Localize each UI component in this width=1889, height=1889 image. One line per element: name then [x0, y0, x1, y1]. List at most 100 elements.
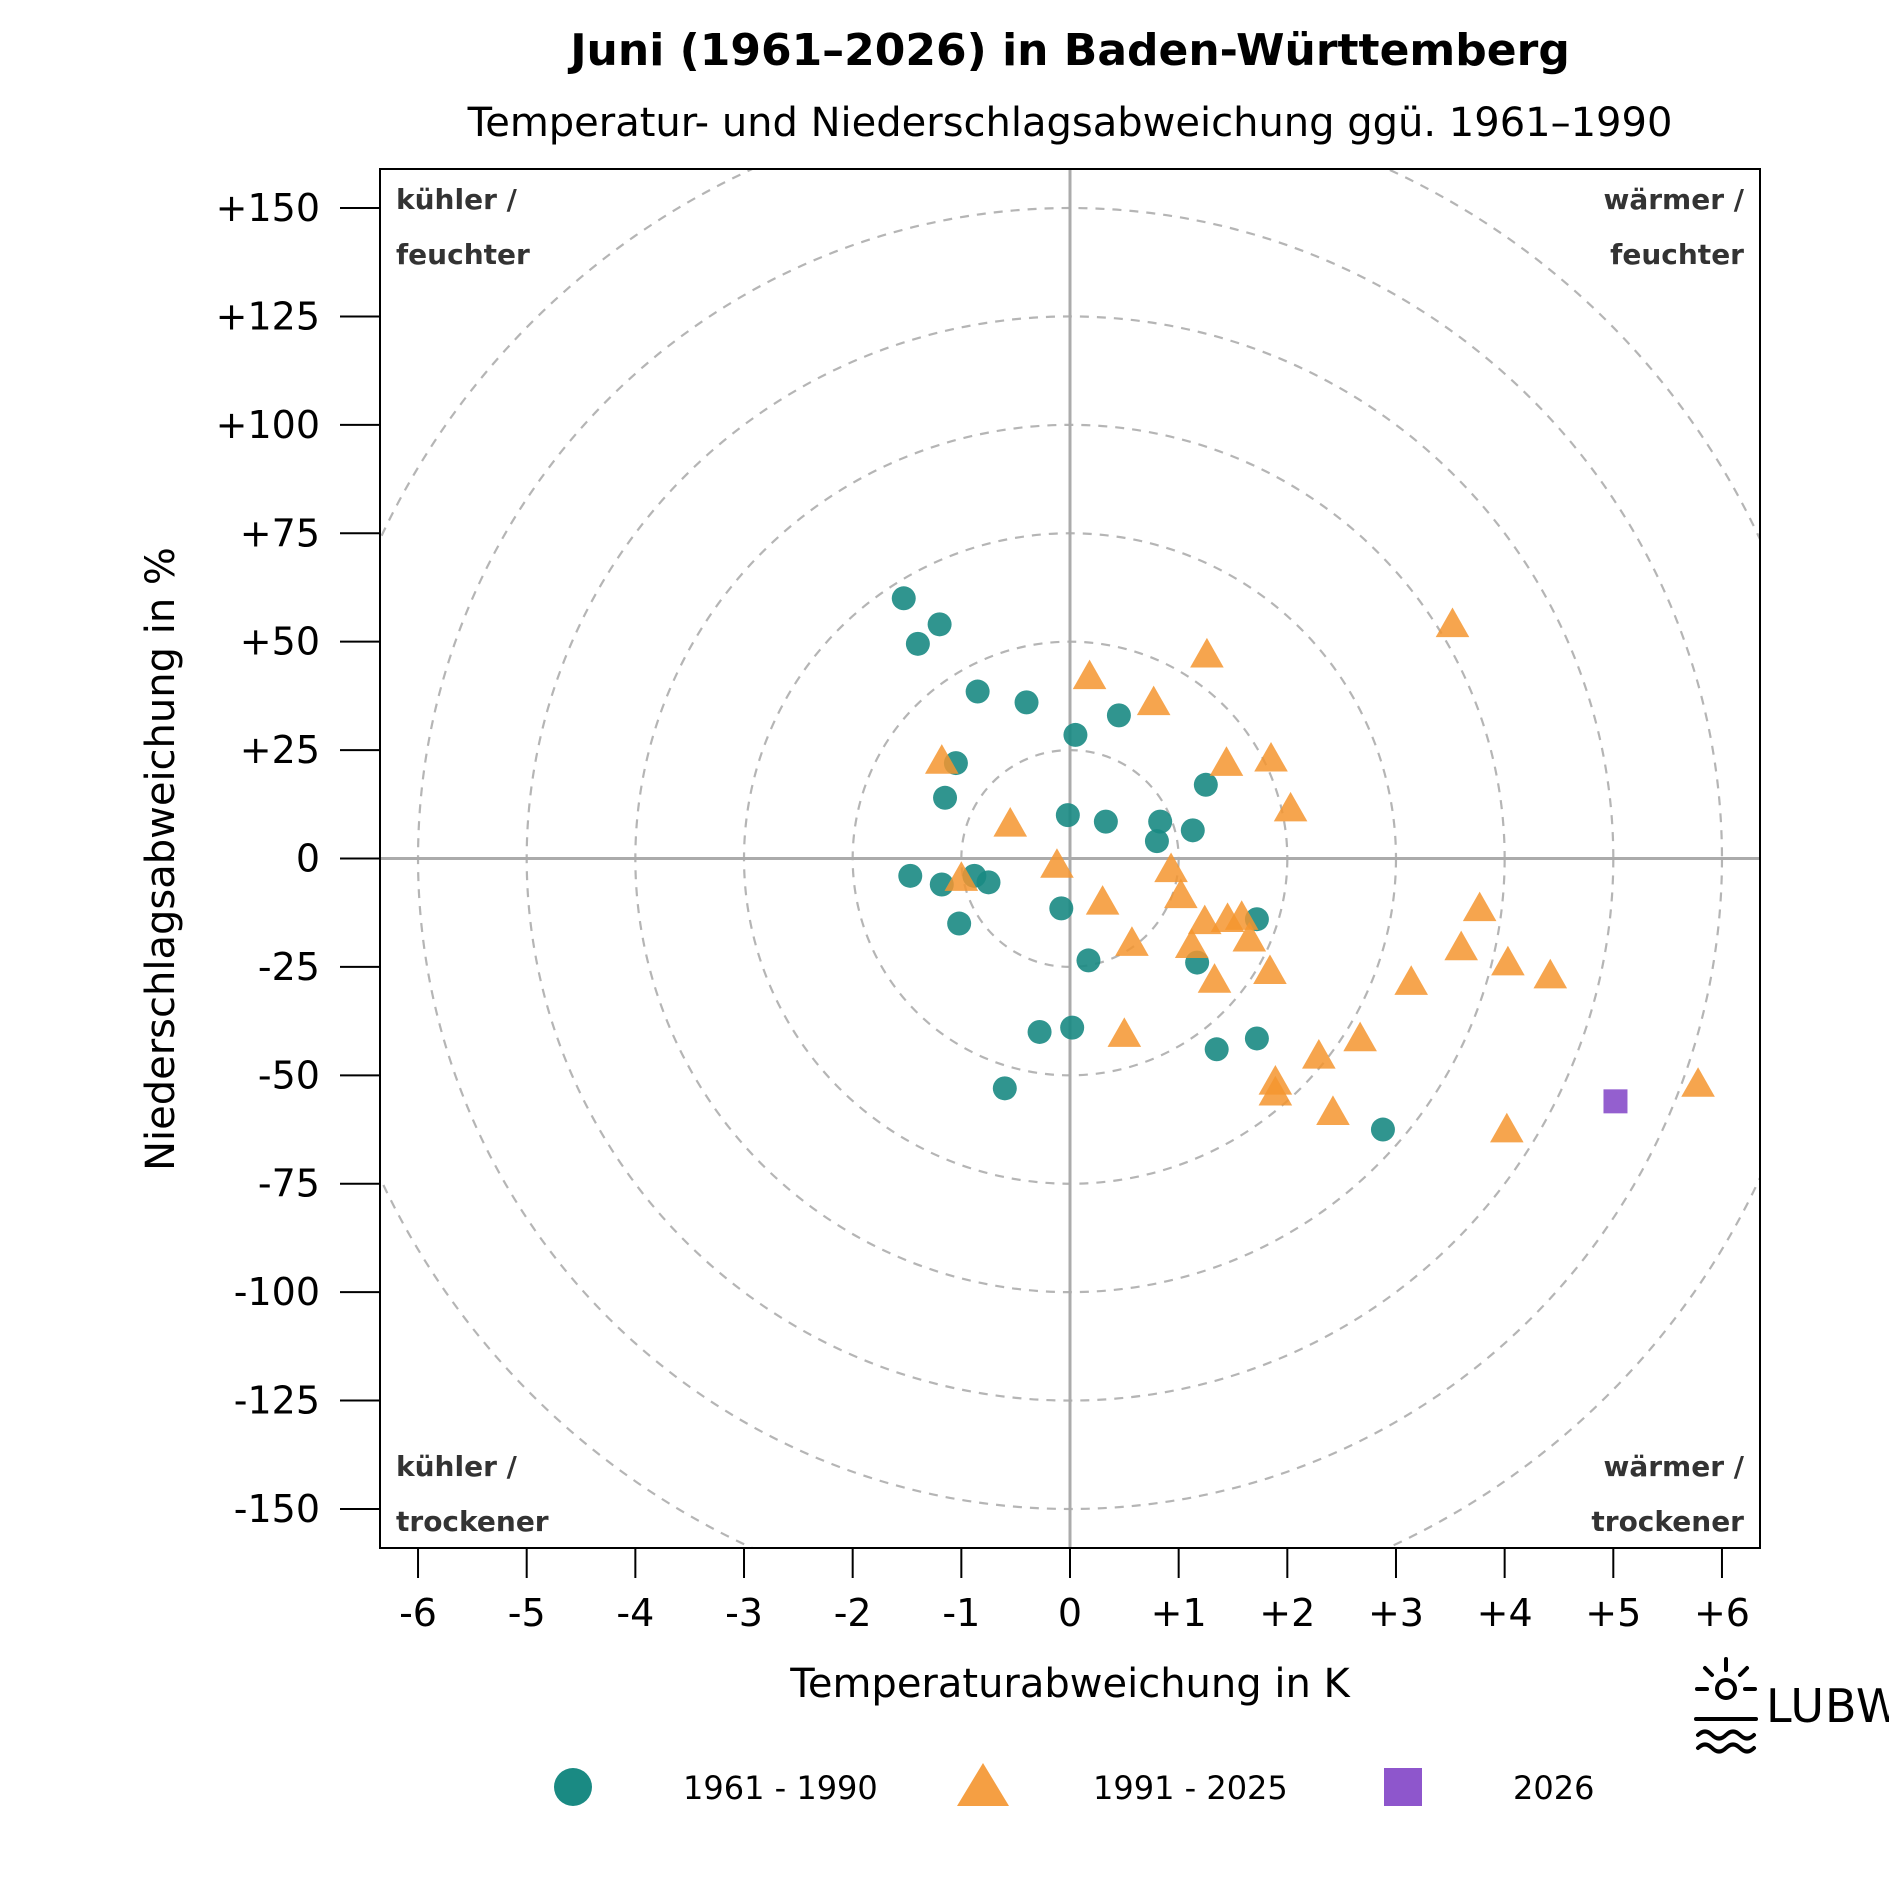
y-tick-label: -75 [258, 1162, 320, 1206]
legend-square-icon [1384, 1768, 1422, 1806]
quadrant-label-bottom-left-line1: kühler / [396, 1450, 518, 1483]
legend-label: 1991 - 2025 [1093, 1769, 1288, 1807]
x-tick-label: -1 [942, 1591, 980, 1635]
data-point [1060, 1015, 1085, 1040]
chart-subtitle: Temperatur- und Niederschlagsabweichung … [467, 100, 1673, 146]
x-tick-label: +5 [1585, 1591, 1641, 1635]
data-point [1136, 685, 1171, 716]
x-tick-label: -6 [399, 1591, 437, 1635]
data-point [1154, 852, 1188, 883]
data-point [976, 870, 1001, 895]
legend-item-0: 1961 - 1990 [554, 1768, 878, 1807]
data-point [1174, 928, 1209, 959]
data-point [1027, 1019, 1052, 1044]
y-tick-label: +125 [216, 294, 320, 338]
data-point [1254, 741, 1288, 772]
lubw-logo: LUBW [1694, 1657, 1889, 1754]
data-point [1085, 885, 1120, 915]
y-tick-label: +100 [216, 403, 320, 447]
data-point [1244, 1026, 1269, 1051]
x-tick-label: +2 [1259, 1591, 1315, 1635]
y-tick-label: -150 [234, 1487, 320, 1531]
y-tick-label: +50 [240, 620, 320, 664]
data-point [1076, 948, 1101, 973]
y-tick-label: -25 [258, 945, 320, 989]
data-point [1115, 926, 1149, 956]
data-point [1258, 1075, 1293, 1106]
data-point [1681, 1067, 1715, 1097]
data-point [1063, 722, 1088, 747]
quadrant-label-bottom-left-line2: trockener [396, 1505, 549, 1538]
data-points [891, 586, 1715, 1143]
data-point [1049, 896, 1074, 921]
data-point [1193, 772, 1218, 797]
legend-triangle-icon [957, 1763, 1009, 1806]
legend-circle-icon [554, 1768, 592, 1806]
data-point [1444, 930, 1478, 961]
data-point [1224, 900, 1259, 930]
quadrant-label-top-left-line2: feuchter [396, 238, 530, 271]
logo-text: LUBW [1766, 1679, 1889, 1733]
data-point [1491, 945, 1525, 976]
y-tick-label: +75 [240, 511, 320, 555]
y-axis: +150 +125 +100 +75 +50 +25 0 -25 -50 -75 -100 -125 -… [216, 186, 380, 1531]
data-point [1435, 607, 1470, 638]
series-1 [924, 607, 1715, 1143]
data-point [992, 1076, 1017, 1101]
data-point [1190, 637, 1224, 668]
data-point [1533, 958, 1568, 989]
quadrant-label-top-right-line2: feuchter [1610, 238, 1744, 271]
data-point [1055, 803, 1080, 828]
x-tick-label: +4 [1477, 1591, 1533, 1635]
data-point [1316, 1095, 1350, 1125]
x-tick-label: -4 [616, 1591, 654, 1635]
legend-item-1: 1991 - 2025 [957, 1763, 1288, 1807]
y-tick-label: -125 [234, 1379, 320, 1423]
x-tick-label: +1 [1151, 1591, 1207, 1635]
y-tick-label: +150 [216, 186, 320, 230]
data-point [965, 679, 990, 704]
data-point [1209, 746, 1244, 776]
y-tick-label: -50 [258, 1053, 320, 1097]
data-point [1014, 690, 1039, 715]
data-point [947, 911, 972, 936]
y-tick-label: -100 [234, 1270, 320, 1314]
data-point [1394, 965, 1428, 995]
sun-icon [1695, 1657, 1757, 1700]
data-point [1490, 1112, 1524, 1143]
data-point [927, 612, 952, 637]
y-axis-label: Niederschlagsabweichung in % [138, 547, 184, 1171]
water-wave-icon [1694, 1717, 1758, 1754]
data-point [1144, 829, 1169, 854]
x-tick-label: +3 [1368, 1591, 1424, 1635]
data-point [993, 807, 1028, 837]
data-point [1273, 791, 1308, 822]
legend: 1961 - 1990 1991 - 2025 2026 [554, 1763, 1594, 1807]
data-point [1072, 659, 1107, 690]
data-point [1232, 921, 1267, 952]
data-point [1107, 1017, 1142, 1047]
x-tick-label: -5 [508, 1591, 546, 1635]
quadrant-labels: kühler / feuchter wärmer / feuchter kühl… [396, 183, 1745, 1538]
data-point [1603, 1089, 1628, 1114]
x-axis: -6 -5 -4 -3 -2 -1 0 +1 +2 +3 +4 +5 +6 [399, 1548, 1750, 1635]
data-point [1187, 904, 1222, 935]
data-point [1040, 848, 1074, 878]
y-tick-label: +25 [240, 728, 320, 772]
legend-label: 2026 [1513, 1769, 1594, 1807]
data-point [1370, 1117, 1395, 1142]
data-point [1343, 1021, 1377, 1052]
data-point [933, 785, 958, 810]
data-point [905, 631, 930, 656]
data-point [1302, 1039, 1336, 1069]
quadrant-label-bottom-right-line1: wärmer / [1603, 1450, 1744, 1483]
chart-title: Juni (1961–2026) in Baden-Württemberg [567, 25, 1570, 76]
quadrant-label-top-left-line1: kühler / [396, 183, 518, 216]
data-point [1253, 954, 1287, 985]
x-tick-label: -2 [834, 1591, 872, 1635]
data-point [1197, 963, 1232, 993]
data-point [898, 863, 923, 888]
zero-lines [380, 169, 1760, 1548]
data-point [1106, 703, 1131, 728]
